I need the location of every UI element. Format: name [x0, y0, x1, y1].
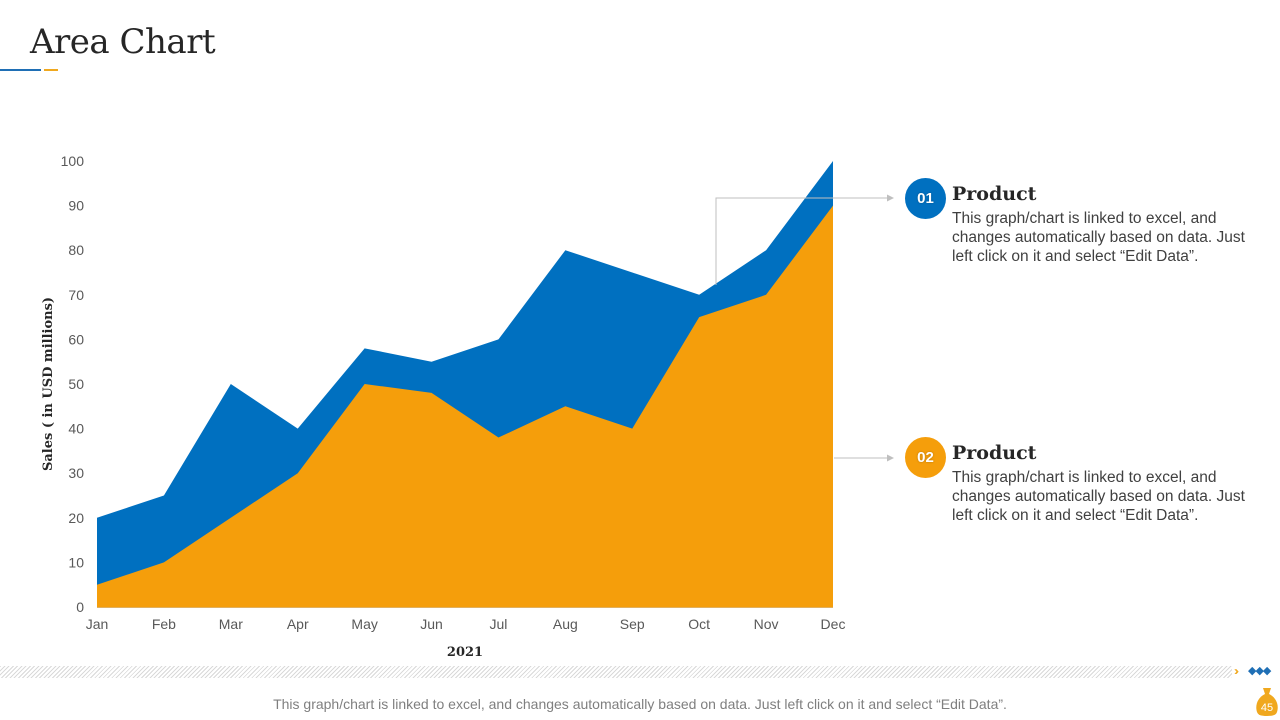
y-tick-label: 20 — [68, 510, 84, 526]
y-axis-ticks: 0 10 20 30 40 50 60 70 80 90 100 — [61, 153, 85, 615]
arrowhead-icon — [887, 454, 894, 462]
chevrons-icon: ›› — [1234, 664, 1239, 678]
y-tick-label: 90 — [68, 198, 84, 214]
x-tick-label: May — [351, 616, 377, 632]
x-tick-label: Sep — [620, 616, 645, 632]
money-bag-icon — [1256, 688, 1278, 716]
x-tick-label: Oct — [688, 616, 710, 632]
page-number: 45 — [1260, 702, 1274, 714]
legend-badge-02: 02 — [905, 437, 946, 478]
footer-note: This graph/chart is linked to excel, and… — [273, 696, 1007, 712]
connector-line-01 — [715, 197, 887, 285]
x-tick-label: Feb — [152, 616, 176, 632]
legend-badge-01: 01 — [905, 178, 946, 219]
y-axis-title: Sales ( in USD millions) — [41, 297, 56, 471]
x-tick-label: Mar — [219, 616, 243, 632]
x-tick-label: Aug — [553, 616, 578, 632]
x-tick-label: Apr — [287, 616, 309, 632]
y-tick-label: 80 — [68, 242, 84, 258]
y-tick-label: 100 — [61, 153, 85, 169]
legend-title-01: Product — [952, 183, 1037, 205]
y-tick-label: 70 — [68, 287, 84, 303]
y-tick-label: 50 — [68, 376, 84, 392]
x-tick-label: Dec — [821, 616, 846, 632]
slide-title: Area Chart — [30, 22, 216, 62]
area-series-2[interactable] — [97, 205, 833, 607]
arrowhead-icon — [887, 194, 894, 202]
x-tick-label: Jun — [420, 616, 443, 632]
legend-description-01: This graph/chart is linked to excel, and… — [952, 210, 1245, 265]
x-axis-ticks: Jan Feb Mar Apr May Jun Jul Aug Sep Oct Nov Dec — [86, 616, 846, 632]
y-tick-label: 30 — [68, 465, 84, 481]
diamonds-icon: ◆◆◆ — [1248, 665, 1271, 677]
y-tick-label: 40 — [68, 421, 84, 437]
title-accent-blue — [0, 69, 41, 71]
legend-connectors — [715, 194, 894, 462]
chart-areas — [96, 160, 834, 607]
x-axis-title: 2021 — [447, 645, 483, 660]
x-tick-label: Jan — [86, 616, 109, 632]
legend-description-02: This graph/chart is linked to excel, and… — [952, 469, 1245, 524]
x-tick-label: Jul — [490, 616, 508, 632]
x-tick-label: Nov — [754, 616, 779, 632]
y-tick-label: 60 — [68, 331, 84, 347]
title-accent-gold — [44, 69, 58, 71]
y-tick-label: 10 — [68, 554, 84, 570]
legend-title-02: Product — [952, 442, 1037, 464]
y-tick-label: 0 — [76, 599, 84, 615]
footer-hatched-band — [0, 666, 1232, 678]
